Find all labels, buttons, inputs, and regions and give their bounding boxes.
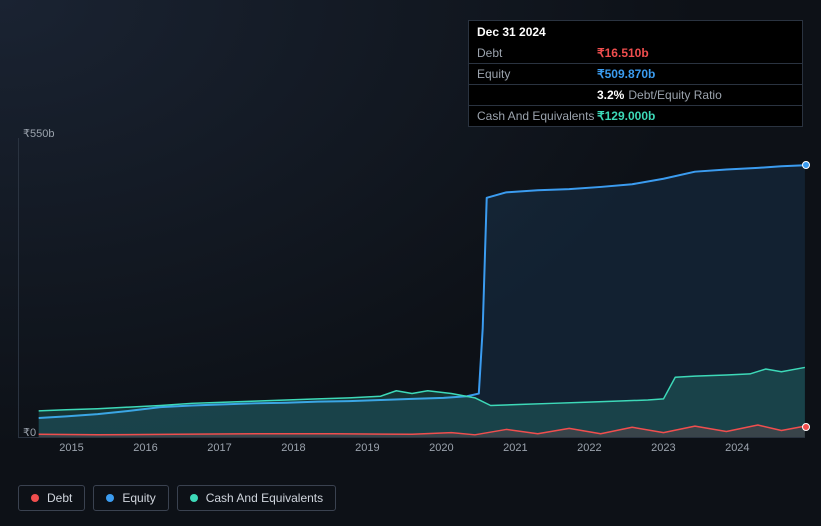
legend-dot-icon xyxy=(31,494,39,502)
end-marker-debt xyxy=(802,423,810,431)
chart-legend: Debt Equity Cash And Equivalents xyxy=(18,485,336,511)
end-marker-equity xyxy=(802,161,810,169)
tooltip-label: Debt xyxy=(477,46,597,60)
x-tick: 2023 xyxy=(651,442,675,454)
x-tick: 2022 xyxy=(577,442,601,454)
tooltip-value-debt: ₹16.510b xyxy=(597,46,649,60)
tooltip-value-equity: ₹509.870b xyxy=(597,67,655,81)
tooltip-label-empty xyxy=(477,88,597,102)
tooltip-row-ratio: 3.2%Debt/Equity Ratio xyxy=(469,85,802,106)
legend-label: Debt xyxy=(47,491,72,505)
tooltip-value-ratio: 3.2%Debt/Equity Ratio xyxy=(597,88,722,102)
x-tick: 2019 xyxy=(355,442,379,454)
chart-svg xyxy=(19,138,805,437)
tooltip-date: Dec 31 2024 xyxy=(469,21,802,43)
x-tick: 2016 xyxy=(133,442,157,454)
legend-item-debt[interactable]: Debt xyxy=(18,485,85,511)
x-tick: 2024 xyxy=(725,442,749,454)
chart-plot[interactable] xyxy=(18,138,805,438)
legend-label: Cash And Equivalents xyxy=(206,491,323,505)
legend-label: Equity xyxy=(122,491,155,505)
chart-area: ₹550b ₹0 2015201620172018201920202021202… xyxy=(18,120,805,475)
tooltip-row-debt: Debt ₹16.510b xyxy=(469,43,802,64)
tooltip-row-equity: Equity ₹509.870b xyxy=(469,64,802,85)
legend-item-cash[interactable]: Cash And Equivalents xyxy=(177,485,336,511)
legend-item-equity[interactable]: Equity xyxy=(93,485,168,511)
x-tick: 2020 xyxy=(429,442,453,454)
x-tick: 2018 xyxy=(281,442,305,454)
data-tooltip: Dec 31 2024 Debt ₹16.510b Equity ₹509.87… xyxy=(468,20,803,127)
legend-dot-icon xyxy=(106,494,114,502)
x-tick: 2015 xyxy=(59,442,83,454)
x-tick: 2021 xyxy=(503,442,527,454)
tooltip-label: Equity xyxy=(477,67,597,81)
x-tick: 2017 xyxy=(207,442,231,454)
legend-dot-icon xyxy=(190,494,198,502)
x-axis-ticks: 2015 2016 2017 2018 2019 2020 2021 2022 2023 2024 xyxy=(18,442,805,462)
